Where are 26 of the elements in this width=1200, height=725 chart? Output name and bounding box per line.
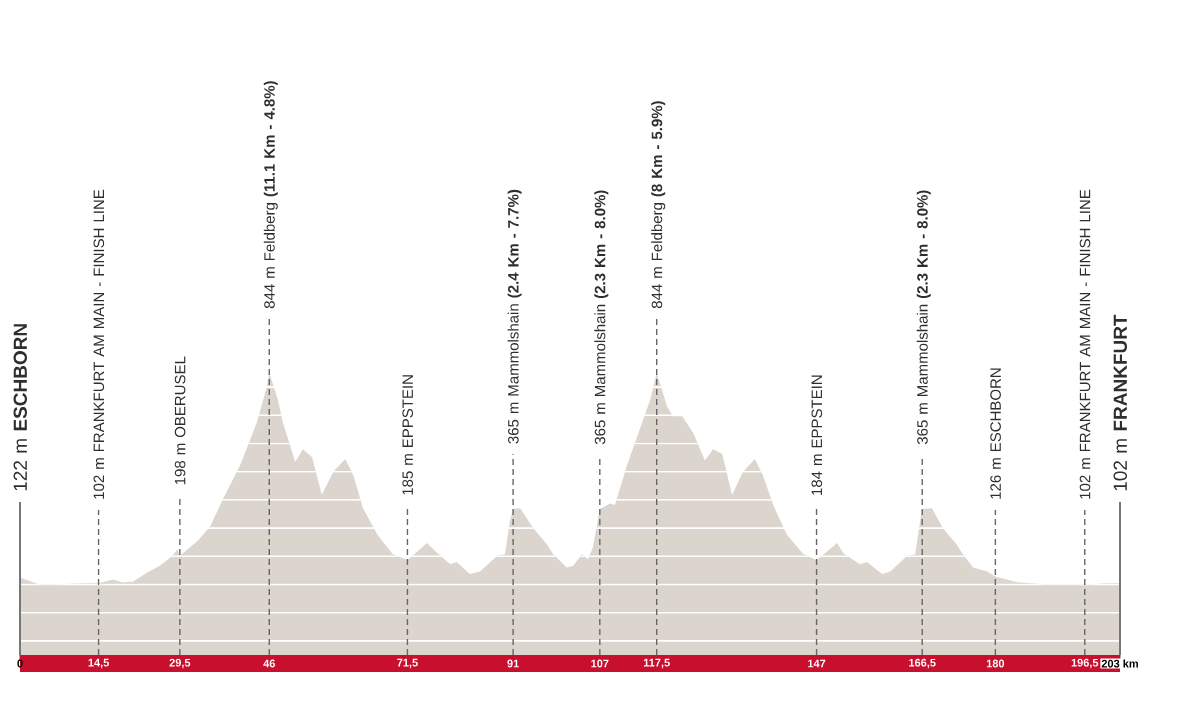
ref-line-label: 844 m Feldberg (8 Km - 5.9%) [651,101,666,309]
x-tick-label: 91 [507,659,519,668]
ref-line-label: 185 m EPPSTEIN [402,375,413,495]
x-tick-label: 0 [17,659,23,668]
x-tick-label: 180 [986,659,1005,668]
ref-line-label: 126 m ESCHBORN [990,368,1001,499]
x-tick-label: 46 [263,659,275,668]
x-tick-label: 29,5 [169,658,191,669]
ref-line-label: 844 m Feldberg (11.1 Km - 4.8%) [263,81,278,309]
x-tick-label: 107 [591,659,609,668]
x-tick-label: 147 [808,659,826,668]
x-tick-label: 203 km [1101,659,1138,668]
ref-line-label: 102 m FRANKFURT [1113,314,1127,491]
ref-line-label: 184 m EPPSTEIN [811,375,823,495]
x-tick-label: 71,5 [397,658,418,669]
ref-line-label: 102 m FRANKFURT AM MAIN - FINISH LINE [1079,189,1091,499]
ref-line-label: 365 m Mammolshain (2.4 Km - 7.7%) [507,189,522,444]
ref-line-label: 198 m OBERUSEL [174,356,186,485]
ref-line-label: 365 m Mammolshain (2.3 Km - 8.0%) [594,190,609,445]
ref-line-label: 102 m FRANKFURT AM MAIN - FINISH LINE [93,189,105,499]
ref-line-label: 365 m Mammolshain (2.3 Km - 8.0%) [916,190,931,445]
x-tick-label: 117,5 [643,658,670,669]
x-tick-label: 14,5 [88,658,109,669]
x-tick-label: 196,5 [1071,658,1099,669]
ref-line-label: 122 m ESCHBORN [13,324,27,491]
x-tick-label: 166,5 [909,658,936,669]
